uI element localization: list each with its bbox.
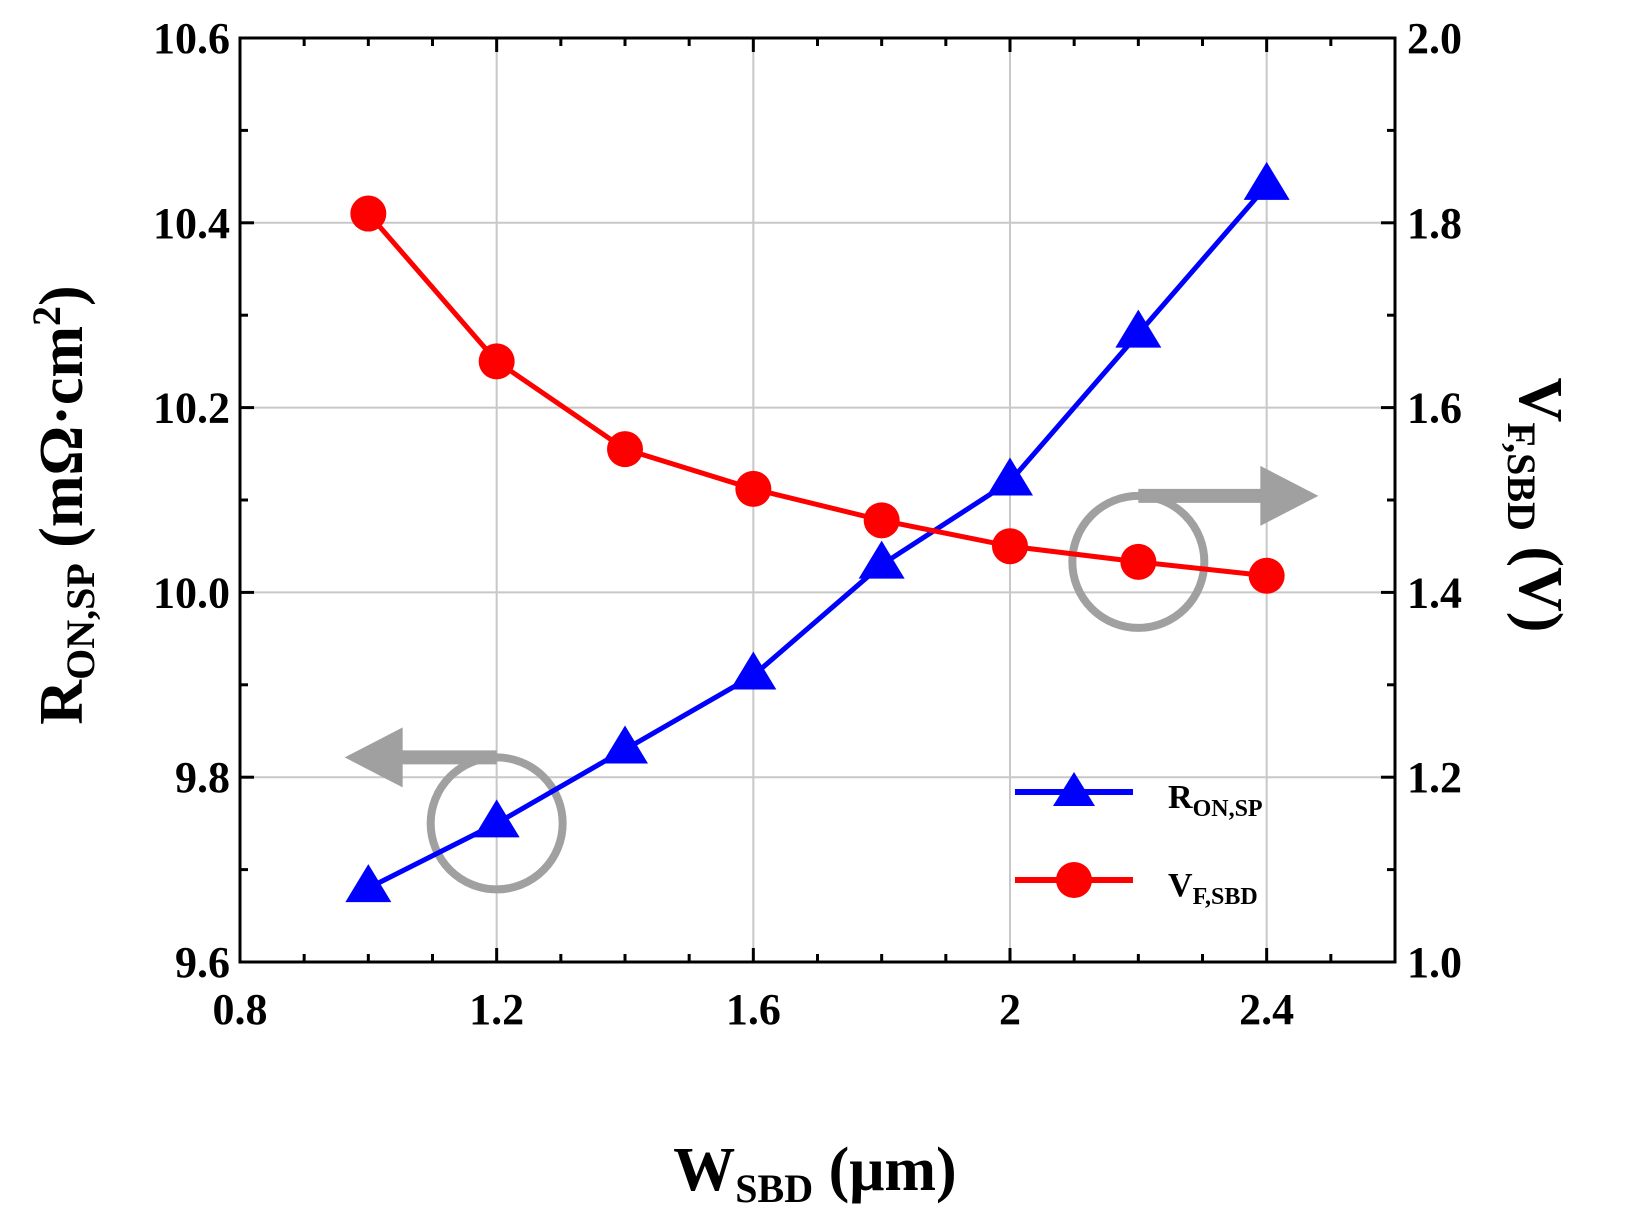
y-right-tick-label: 1.4 — [1407, 568, 1462, 617]
series-r-on-sp-point — [730, 651, 777, 690]
series-r-on-sp-point — [473, 799, 520, 838]
x-tick-label: 2 — [999, 985, 1021, 1034]
series-v-f-sbd-point — [863, 502, 900, 539]
series-v-f-sbd-point — [1248, 557, 1285, 594]
y-left-tick-label: 10.2 — [153, 384, 230, 433]
y-left-tick-label: 9.6 — [175, 938, 230, 987]
tick-marks — [238, 36, 1397, 964]
series-r-on-sp-point — [1115, 309, 1162, 348]
y-axis-right-title: VF,SBD (V) — [1499, 378, 1574, 633]
series-r-on-sp-point — [1243, 161, 1290, 200]
x-tick-label: 0.8 — [213, 985, 268, 1034]
y-right-tick-label: 1.0 — [1407, 938, 1462, 987]
series-v-f-sbd-point — [735, 470, 772, 507]
axis-indicator-annotations — [344, 465, 1319, 894]
annotation-arrow-head — [344, 727, 403, 788]
legend-marker-circle — [1056, 862, 1092, 898]
series-r-on-sp-point — [987, 457, 1033, 496]
series-v-f-sbd-point — [350, 195, 387, 232]
y-right-tick-label: 1.8 — [1407, 199, 1462, 248]
y-left-tick-label: 9.8 — [175, 753, 230, 802]
y-right-tick-label: 2.0 — [1407, 14, 1462, 63]
legend: RON,SP VF,SBD — [1015, 772, 1263, 910]
x-axis-title: WSBD (μm) — [673, 1136, 956, 1211]
y-left-tick-label: 10.0 — [153, 568, 230, 617]
series-v-f-sbd-point — [992, 528, 1028, 565]
series-r-on-sp-point — [345, 864, 392, 903]
y-right-tick-label: 1.6 — [1407, 384, 1462, 433]
y-axis-left-title: RON,SP (mΩ·cm2) — [24, 285, 103, 724]
series-r-on-sp-point — [602, 725, 648, 764]
legend-label-r-on-sp: RON,SP — [1168, 779, 1263, 822]
series-r-on-sp-point — [858, 540, 905, 579]
series-layer — [345, 161, 1290, 903]
series-v-f-sbd-point — [478, 343, 515, 380]
x-tick-label: 1.2 — [469, 985, 524, 1034]
legend-marker-triangle — [1053, 772, 1095, 806]
series-r-on-sp-line — [367, 184, 1269, 891]
x-tick-label: 1.6 — [726, 985, 781, 1034]
series-v-f-sbd-point — [607, 431, 643, 468]
y-left-tick-label: 10.6 — [153, 14, 230, 63]
y-left-tick-label: 10.4 — [153, 199, 230, 248]
series-v-f-sbd-point — [1120, 543, 1157, 580]
tick-labels: 0.8 1.2 1.6 2 2.4 9.6 9.8 10.0 10.2 10.4 10.6 1.0 1.… — [153, 14, 1462, 1034]
x-tick-label: 2.4 — [1239, 985, 1294, 1034]
series-v-f-sbd-line — [366, 211, 1267, 579]
annotation-arrow-head — [1260, 465, 1319, 526]
legend-label-v-f-sbd: VF,SBD — [1168, 867, 1258, 910]
y-right-tick-label: 1.2 — [1407, 753, 1462, 802]
